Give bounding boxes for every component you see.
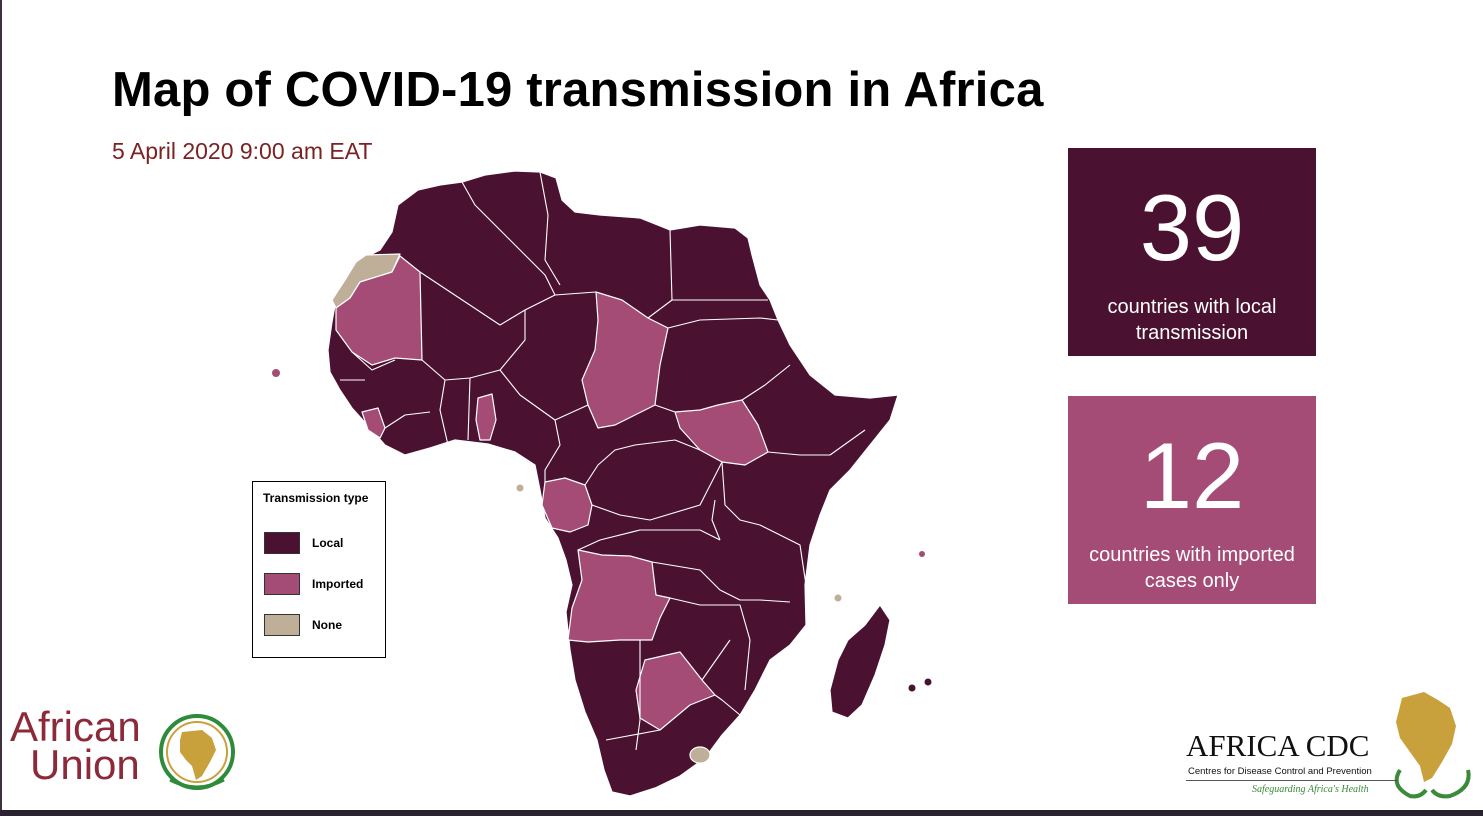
legend-label-none: None	[312, 618, 342, 632]
legend-title: Transmission type	[263, 491, 369, 505]
africa-cdc-divider	[1186, 780, 1398, 781]
africa-cdc-subtitle: Centres for Disease Control and Preventi…	[1188, 766, 1372, 777]
legend-swatch-local	[264, 532, 300, 554]
map-island-reunion	[924, 678, 932, 686]
africa-cdc-logo: AFRICA CDC Centres for Disease Control a…	[1180, 686, 1472, 804]
map-legend: Transmission type Local Imported None	[252, 481, 386, 658]
map-region-imported-mauritania	[335, 255, 423, 366]
au-line-2: Union	[30, 741, 140, 788]
africa-cdc-emblem-icon	[1394, 692, 1471, 799]
map-region-local-madagascar	[829, 604, 891, 719]
au-emblem-icon	[159, 714, 235, 790]
map-island-seychelles	[919, 551, 925, 557]
page-title: Map of COVID-19 transmission in Africa	[112, 63, 1044, 117]
map-island-cape-verde	[272, 369, 280, 377]
imported-count-label: countries with imported cases only	[1089, 544, 1295, 592]
country-borders	[340, 171, 866, 751]
legend-label-imported: Imported	[312, 577, 364, 591]
africa-cdc-tagline: Safeguarding Africa's Health	[1252, 784, 1369, 795]
imported-count: 12	[1139, 423, 1245, 528]
map-region-imported-chad	[581, 291, 669, 429]
map-island-sao-tome	[516, 484, 524, 492]
african-union-wordmark: African Union	[10, 703, 141, 788]
map-region-imported-liberia	[361, 407, 386, 439]
imported-cases-stat: 12 countries with imported cases only	[1068, 396, 1316, 604]
map-island-comoros	[834, 594, 842, 602]
map-region-imported-benin	[475, 393, 497, 441]
africa-cdc-name: AFRICA CDC	[1186, 728, 1370, 763]
map-region-none-lesotho	[689, 746, 711, 764]
local-count: 39	[1139, 175, 1245, 280]
map-region-imported-botswana	[635, 651, 716, 731]
legend-swatch-none	[264, 614, 300, 636]
map-island-mauritius	[908, 684, 916, 692]
slide-left-border	[0, 0, 2, 816]
au-line-1: African	[10, 703, 141, 750]
slide-bottom-border	[0, 810, 1483, 816]
map-region-imported-angola	[567, 549, 671, 643]
local-count-label: countries with local transmission	[1107, 296, 1277, 344]
legend-swatch-imported	[264, 573, 300, 595]
local-transmission-stat: 39 countries with local transmission	[1068, 148, 1316, 356]
legend-label-local: Local	[312, 536, 344, 550]
map-region-local	[327, 170, 899, 797]
map-region-imported-gabon-congo	[541, 477, 593, 533]
african-union-logo: African Union	[10, 703, 240, 798]
date-subtitle: 5 April 2020 9:00 am EAT	[112, 138, 373, 164]
